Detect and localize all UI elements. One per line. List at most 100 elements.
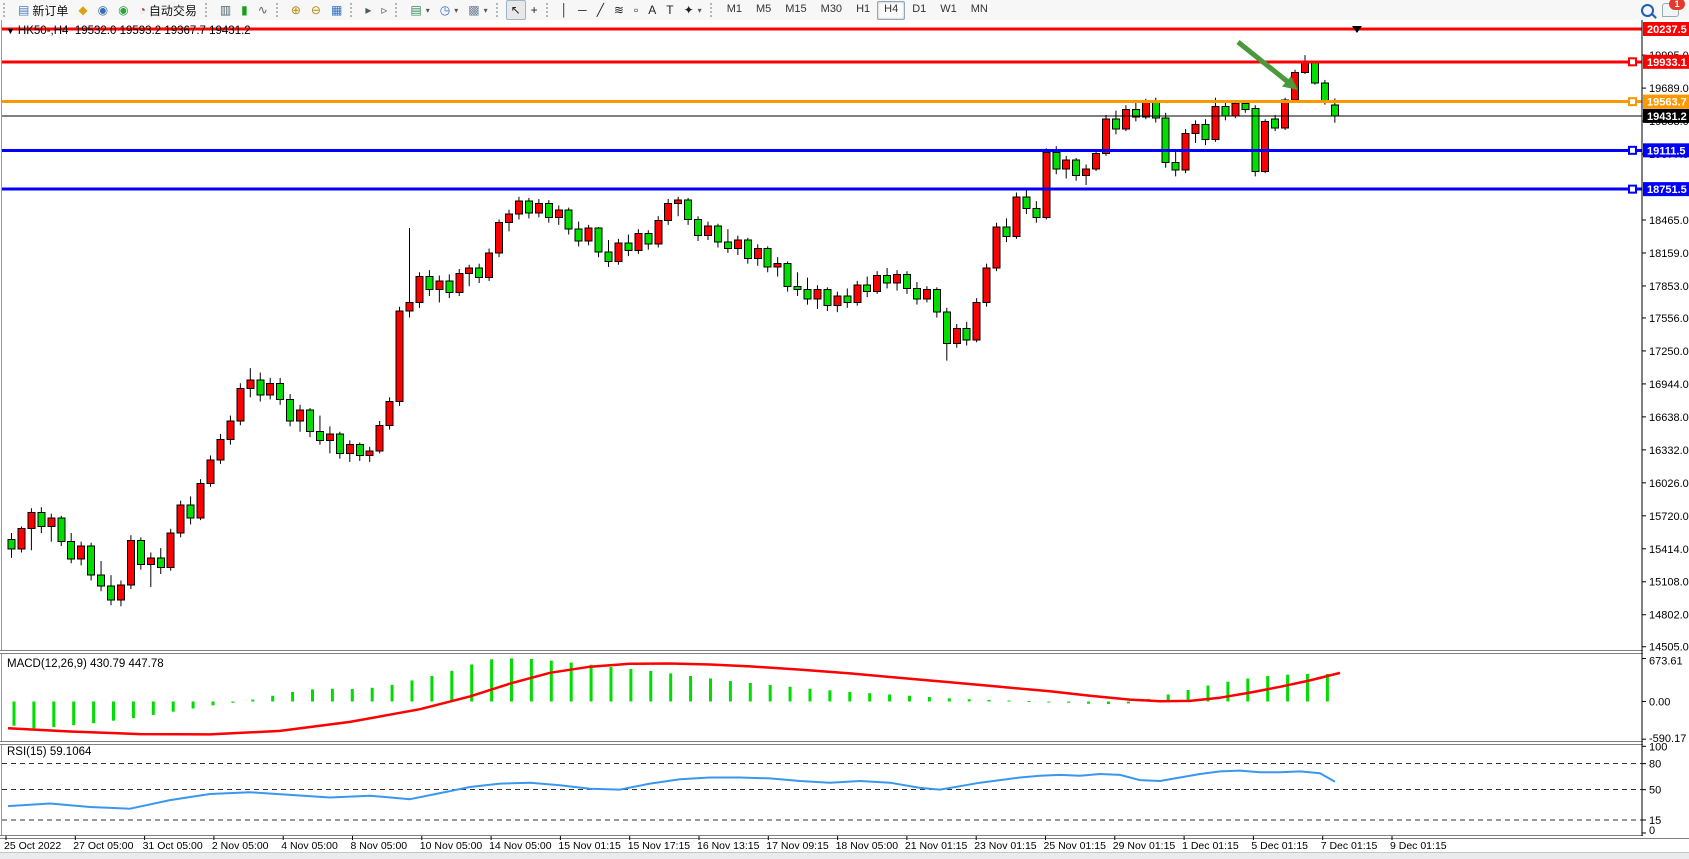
trendline-icon: ╱: [596, 3, 604, 17]
status-strip: [0, 852, 1689, 859]
timeframe-m1-button[interactable]: M1: [726, 2, 742, 15]
candle-body: [1310, 61, 1319, 84]
main-toolbar: ▤ 新订单 ◆ ◉ ◉ ◔ 自动交易 ▥ ▮ ∿ ⊕ ⊖ ▦ ▸ ▹ ▤ ▾ ◷ ▾ ▩ ▾ ↖ + │ ─ ╱ ≋ ▫ A T ✦ ▾ M1 M…: [0, 0, 1689, 21]
text-button[interactable]: A: [643, 0, 661, 20]
chart-canvas[interactable]: 19995.019689.019383.019077.018465.018159…: [0, 20, 1689, 852]
rsi-axis-label: 100: [1649, 741, 1667, 753]
macd-histogram-bar: [967, 699, 971, 702]
timeframe-mn-button[interactable]: MN: [970, 2, 988, 15]
fibonacci-button[interactable]: ≋: [609, 0, 629, 20]
price-tick-label: 17250.0: [1649, 346, 1689, 358]
macd-histogram-bar: [350, 689, 354, 702]
price-tick-label: 14802.0: [1649, 610, 1689, 622]
timeframe-w1-button[interactable]: W1: [940, 2, 957, 15]
macd-histogram-bar: [1087, 701, 1091, 704]
new-order-button[interactable]: ▤ 新订单: [13, 0, 73, 20]
time-tick-label[interactable]: 29 Nov 01:15: [1113, 840, 1176, 852]
timeframe-m30-button[interactable]: M30: [820, 2, 843, 15]
bar-chart-button[interactable]: ▥: [215, 0, 236, 20]
profiles-button[interactable]: ◷ ▾: [435, 0, 464, 20]
signals-button[interactable]: ◉: [113, 0, 133, 20]
candle-body: [584, 227, 593, 242]
auto-scroll-button[interactable]: ▸: [360, 0, 376, 20]
chart-expander-icon[interactable]: ▼: [6, 26, 15, 36]
macd-histogram-bar: [808, 688, 812, 702]
chat-icon[interactable]: 1: [1662, 0, 1685, 17]
candle-body: [893, 273, 902, 284]
chart-shift-button[interactable]: ▹: [376, 0, 392, 20]
chart-window[interactable]: ▼ HK50-,H4 19532.0 19593.2 19367.7 19431.…: [0, 20, 1689, 852]
time-tick-label[interactable]: 31 Oct 05:00: [143, 840, 203, 852]
candle-body: [524, 200, 533, 214]
line-handle[interactable]: [1628, 57, 1637, 67]
candle-body: [624, 242, 633, 252]
community-button[interactable]: ◉: [93, 0, 113, 20]
macd-histogram-bar: [669, 673, 673, 702]
cursor-button[interactable]: ↖: [505, 0, 526, 20]
timeframe-d1-button[interactable]: D1: [912, 2, 927, 15]
candle-body: [992, 226, 1001, 269]
channel-button[interactable]: ▫: [629, 0, 643, 20]
vline-button[interactable]: │: [556, 0, 574, 20]
macd-histogram-bar: [689, 675, 693, 702]
pane-separator: [0, 836, 1689, 838]
line-chart-button[interactable]: ∿: [253, 0, 273, 20]
time-tick-label[interactable]: 27 Oct 05:00: [73, 840, 133, 852]
zoom-in-button[interactable]: ⊕: [286, 0, 306, 20]
price-tick-label: 16638.0: [1649, 412, 1689, 424]
new-chart-button[interactable]: ▤ ▾: [405, 0, 434, 20]
crosshair-button[interactable]: +: [526, 0, 543, 20]
time-tick-label[interactable]: 4 Nov 05:00: [281, 840, 338, 852]
price-tick-label: 16944.0: [1649, 379, 1689, 391]
candle-body: [1141, 101, 1150, 118]
candle-body: [226, 420, 235, 440]
candle-body: [1032, 208, 1041, 218]
time-tick-label[interactable]: 15 Nov 01:15: [558, 840, 621, 852]
line-handle[interactable]: [1628, 97, 1637, 107]
tile-windows-button[interactable]: ▦: [326, 0, 347, 20]
search-icon[interactable]: [1641, 3, 1654, 17]
time-tick-label[interactable]: 10 Nov 05:00: [420, 840, 483, 852]
timeframe-h4-button[interactable]: H4: [877, 0, 906, 20]
hline-button[interactable]: ─: [573, 0, 592, 20]
time-tick-label[interactable]: 18 Nov 05:00: [836, 840, 899, 852]
time-tick-label[interactable]: 17 Nov 09:15: [766, 840, 829, 852]
candle-body: [723, 241, 732, 250]
macd-histogram-bar: [291, 691, 295, 702]
time-tick-label[interactable]: 21 Nov 01:15: [905, 840, 968, 852]
zoom-out-button[interactable]: ⊖: [306, 0, 326, 20]
line-handle[interactable]: [1628, 184, 1637, 194]
time-tick-label[interactable]: 14 Nov 05:00: [489, 840, 552, 852]
macd-indicator-label: MACD(12,26,9) 430.79 447.78: [7, 658, 164, 670]
time-tick-label[interactable]: 1 Dec 01:15: [1182, 840, 1239, 852]
macd-histogram-bar: [330, 688, 334, 702]
auto-trading-button[interactable]: ◔ 自动交易: [134, 0, 202, 20]
line-handle[interactable]: [1628, 145, 1637, 155]
time-tick-label[interactable]: 8 Nov 05:00: [351, 840, 408, 852]
timeframe-m15-button[interactable]: M15: [785, 2, 807, 15]
indicators-button[interactable]: ▩ ▾: [463, 0, 492, 20]
candle-body: [773, 263, 782, 268]
candle-body: [684, 199, 693, 220]
label-button[interactable]: T: [661, 0, 678, 20]
timeframe-h1-button[interactable]: H1: [856, 2, 871, 15]
deposit-button[interactable]: ◆: [73, 0, 92, 20]
macd-histogram-bar: [1067, 701, 1071, 703]
time-tick-label[interactable]: 9 Dec 01:15: [1390, 840, 1447, 852]
time-tick-label[interactable]: 15 Nov 17:15: [628, 840, 691, 852]
shapes-button[interactable]: ✦ ▾: [679, 0, 707, 20]
candle-body: [853, 284, 862, 303]
time-tick-label[interactable]: 5 Dec 01:15: [1251, 840, 1308, 852]
auto-scroll-icon: ▸: [365, 3, 372, 17]
timeframe-m5-button[interactable]: M5: [755, 2, 772, 15]
time-tick-label[interactable]: 2 Nov 05:00: [212, 840, 269, 852]
time-tick-label[interactable]: 16 Nov 13:15: [697, 840, 760, 852]
time-tick-label[interactable]: 23 Nov 01:15: [974, 840, 1037, 852]
trendline-button[interactable]: ╱: [592, 0, 609, 20]
time-tick-label[interactable]: 25 Oct 2022: [4, 840, 61, 852]
time-tick-label[interactable]: 25 Nov 01:15: [1044, 840, 1107, 852]
candlestick-button[interactable]: ▮: [236, 0, 253, 20]
candle-body: [1301, 61, 1309, 73]
price-tick-label: 19689.0: [1649, 83, 1689, 95]
time-tick-label[interactable]: 7 Dec 01:15: [1321, 840, 1378, 852]
